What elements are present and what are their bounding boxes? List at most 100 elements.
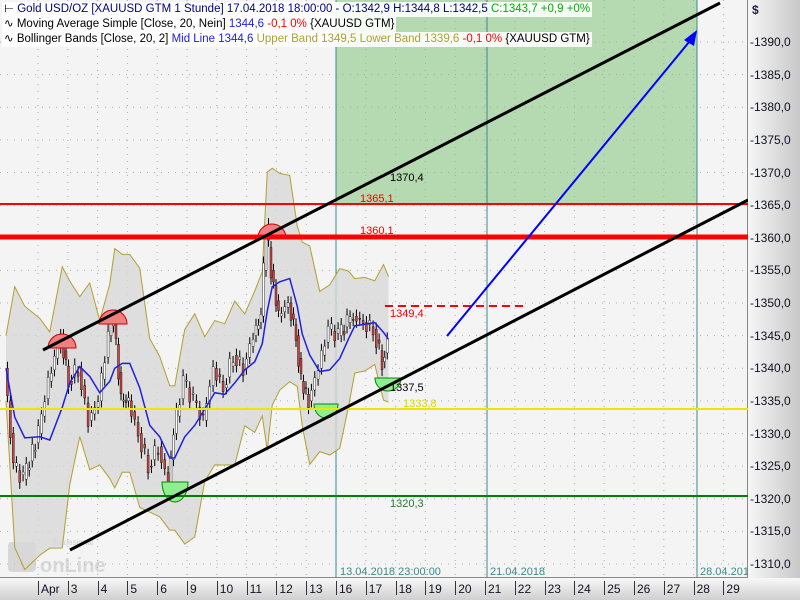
candle [181,375,185,399]
candle [50,373,53,382]
upper-channel-line[interactable] [42,1,721,352]
indicator-icon: ∿ [4,18,14,30]
x-tick-label: 18 [395,581,412,596]
level-label-1320: 1320,3 [390,498,424,510]
plot-area[interactable]: onLine Tradesignal 1370,4 1365,1 1360,1 … [0,0,749,578]
candle [304,387,308,390]
candle [124,400,128,403]
candle [198,407,201,420]
y-tick-label: -1340,0 [750,361,791,376]
candle [299,358,303,374]
legend-bb-symbol: {XAUUSD GTM} [505,33,590,45]
candle [178,404,181,417]
candle [93,407,96,415]
candle [208,386,211,404]
arrow-head-icon [684,30,697,46]
legend-bb-lower: Lower Band 1339,6 [359,33,460,45]
candle [133,411,136,420]
candle [195,400,198,403]
level-label-1333: 1333,8 [403,398,437,410]
candle [83,385,86,399]
candle [340,324,343,336]
candle [34,450,37,452]
candle [153,445,156,460]
candle [283,306,286,312]
legend-main-name: Gold USD/OZ [XAUUSD GTM 1 Stunde] 17.04.… [17,3,488,15]
candle [122,399,125,402]
candle [12,433,15,464]
y-tick-label: -1335,0 [750,393,791,408]
y-tick-label: -1385,0 [750,67,791,82]
candle [169,456,173,486]
legend-bb: ∿ Bollinger Bands [Close, 20, 2] Mid Lin… [2,32,592,47]
candle [185,379,188,382]
legend-ma: ∿ Moving Average Simple [Close, 20, Nein… [2,17,397,32]
candle [205,403,208,421]
candle [163,459,166,469]
x-tick-label: 20 [455,581,472,596]
x-tick-label: 26 [634,581,650,596]
candle [336,328,340,334]
candle [316,370,320,380]
candle [361,320,365,324]
price-axis[interactable]: $ -1390,0 -1385,0 -1380,0 -1375,0 -1370,0 -13… [748,0,800,578]
date-marker-label: 21.04.2018 [490,566,545,578]
legend-bb-mid: Mid Line 1344,6 [171,33,254,45]
time-axis[interactable]: Apr 3 4 5 6 9 10 11 12 13 16 17 18 19 20 21 22 23 24 25 26 27… [0,578,800,600]
svg-text:Tradesignal: Tradesignal [52,538,94,547]
candle [9,400,12,438]
annotation-1337: 1337,5 [390,382,424,394]
candle [245,358,248,369]
currency-label: $ [752,3,759,17]
candle [351,319,355,321]
candle [56,348,59,359]
y-tick-label: -1350,0 [750,296,791,310]
candle [238,356,241,360]
candle [375,328,378,348]
y-tick-label: -1380,0 [750,100,791,115]
candle [90,412,93,421]
candle [302,381,305,394]
candle [18,470,21,483]
candle [286,302,290,308]
candle [277,300,280,311]
candle [383,357,386,362]
y-tick-label: -1330,0 [750,426,791,441]
legend-ma-value: 1344,6 [228,18,265,30]
candle [175,409,178,434]
candle [365,322,368,332]
lower-channel-line[interactable] [69,198,749,552]
annotation-1370: 1370,4 [390,172,424,184]
top-circle [98,309,128,325]
svg-text:onLine: onLine [40,555,106,577]
projection-arrow[interactable] [446,35,695,337]
y-tick-label: -1390,0 [750,35,791,49]
level-label-1360: 1360,1 [360,225,394,237]
y-tick-label: -1375,0 [750,132,791,147]
x-tick-label: 13 [306,581,323,596]
candle [136,422,140,437]
candle [272,270,275,283]
candle [21,471,25,476]
x-tick-label: 17 [365,581,382,596]
x-tick-label: 22 [514,581,531,596]
indicator-icon: ∿ [4,33,14,45]
candle [307,394,310,408]
candle [64,350,68,360]
candle [86,402,90,427]
candle [377,339,381,344]
candle [37,425,40,443]
x-tick-label: 3 [67,581,77,596]
candle [380,350,384,370]
bollinger-lower [5,363,389,571]
candle [218,374,221,377]
candle [215,368,218,381]
candle [103,362,106,380]
candle [248,343,251,358]
legend-main-close: C:1343,7 +0,9 +0% [490,3,591,15]
x-tick-label: 5 [127,581,137,596]
candle [188,387,191,403]
candle [150,465,153,468]
candle [262,262,265,317]
candle [46,376,50,399]
